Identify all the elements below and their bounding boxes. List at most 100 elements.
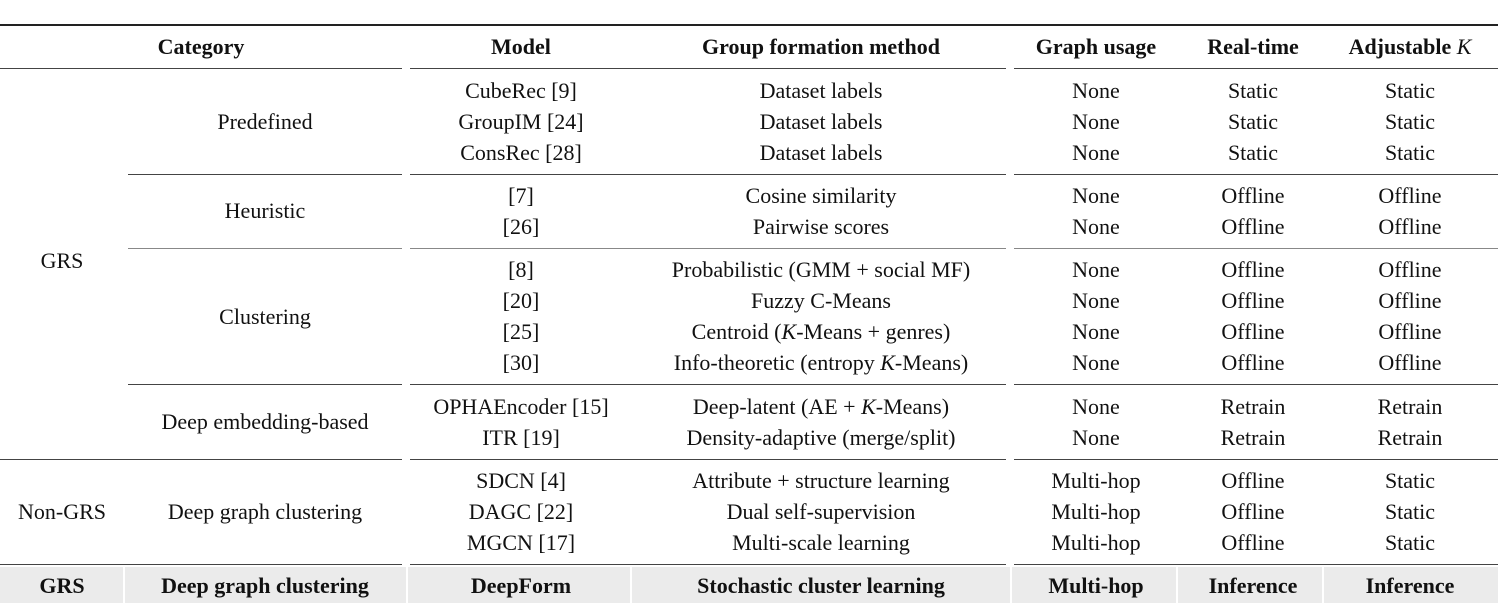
real-time-value: Offline — [1221, 288, 1285, 313]
predefined-realtime: Static Static Static — [1178, 75, 1328, 168]
method-text: Probabilistic (GMM + social MF) — [671, 257, 971, 282]
top-category-grs: GRS — [40, 248, 84, 273]
model-name: [20] — [502, 288, 540, 313]
adjustable-k-value: Retrain — [1377, 425, 1443, 450]
model-name: [26] — [502, 214, 540, 239]
deep-embedding-graph: None None — [1014, 391, 1178, 453]
method-text: Info-theoretic (entropy K-Means) — [632, 347, 1010, 378]
model-name: OPHAEncoder [15] — [433, 394, 609, 419]
method-text: Cosine similarity — [745, 183, 897, 208]
clustering-realtime: Offline Offline Offline Offline — [1178, 254, 1328, 378]
real-time-value: Static — [1227, 78, 1279, 103]
method-text-post: -Means) — [875, 394, 950, 419]
real-time-value: Offline — [1221, 468, 1285, 493]
highlight-method: Stochastic cluster learning — [697, 573, 945, 598]
category-deep-embedding: Deep embedding-based — [161, 409, 369, 434]
method-text: Multi-scale learning — [732, 530, 910, 555]
header-real-time: Real-time — [1207, 34, 1299, 59]
adjustable-k-value: Static — [1384, 530, 1436, 555]
rule-before-nongrs-props — [1014, 459, 1498, 460]
method-text-pre: Centroid ( — [691, 319, 782, 344]
rule-after-clustering — [128, 384, 402, 385]
rule-after-predefined — [128, 174, 402, 175]
highlight-category: Deep graph clustering — [161, 573, 369, 598]
predefined-adjk: Static Static Static — [1328, 75, 1492, 168]
header-adjustable-k-label: Adjustable — [1348, 34, 1457, 59]
header-rule-model — [410, 68, 1006, 69]
model-name: MGCN [17] — [466, 530, 576, 555]
graph-usage-value: None — [1072, 78, 1120, 103]
method-text-post: -Means) — [894, 350, 969, 375]
predefined-methods: Dataset labels Dataset labels Dataset la… — [632, 75, 1010, 168]
method-text: Dataset labels — [759, 109, 883, 134]
method-text: Dataset labels — [759, 78, 883, 103]
graph-usage-value: None — [1072, 394, 1120, 419]
deep-graph-adjk: Static Static Static — [1328, 465, 1492, 558]
top-rule — [0, 24, 1498, 26]
model-name: ConsRec [28] — [460, 140, 582, 165]
header-graph-usage: Graph usage — [1035, 34, 1157, 59]
method-text-var: K — [880, 350, 895, 375]
real-time-value: Offline — [1221, 350, 1285, 375]
real-time-value: Offline — [1221, 214, 1285, 239]
method-text: Pairwise scores — [752, 214, 890, 239]
graph-usage-value: None — [1072, 140, 1120, 165]
highlight-graph: Multi-hop — [1048, 573, 1144, 598]
adjustable-k-value: Retrain — [1377, 394, 1443, 419]
rule-before-nongrs — [0, 459, 402, 460]
rule-before-highlight — [0, 564, 402, 565]
adjustable-k-value: Offline — [1378, 288, 1442, 313]
predefined-graph: None None None — [1014, 75, 1178, 168]
rule-after-heuristic-model — [410, 248, 1006, 249]
heuristic-realtime: Offline Offline — [1178, 180, 1328, 242]
highlight-top-category: GRS — [39, 573, 85, 598]
graph-usage-value: Multi-hop — [1051, 530, 1141, 555]
adjustable-k-value: Offline — [1378, 257, 1442, 282]
category-deep-graph-clustering: Deep graph clustering — [167, 499, 363, 524]
rule-after-predefined-props — [1014, 174, 1498, 175]
clustering-adjk: Offline Offline Offline Offline — [1328, 254, 1492, 378]
adjustable-k-value: Static — [1384, 468, 1436, 493]
graph-usage-value: None — [1072, 350, 1120, 375]
real-time-value: Offline — [1221, 319, 1285, 344]
highlight-bg-top-category — [0, 567, 123, 603]
method-text: Attribute + structure learning — [692, 468, 950, 493]
rule-before-nongrs-model — [410, 459, 1006, 460]
rule-after-predefined-model — [410, 174, 1006, 175]
deep-graph-methods: Attribute + structure learning Dual self… — [632, 465, 1010, 558]
method-text: Dataset labels — [759, 140, 883, 165]
header-adjustable-k-var: K — [1456, 34, 1472, 59]
deep-embedding-models: OPHAEncoder [15] ITR [19] — [410, 391, 632, 453]
real-time-value: Retrain — [1220, 394, 1286, 419]
deep-embedding-adjk: Retrain Retrain — [1328, 391, 1492, 453]
highlight-bg-model — [408, 567, 630, 603]
deep-graph-models: SDCN [4] DAGC [22] MGCN [17] — [410, 465, 632, 558]
model-name: [8] — [508, 257, 534, 282]
model-name: [25] — [502, 319, 540, 344]
real-time-value: Offline — [1221, 257, 1285, 282]
rule-before-highlight-model — [410, 564, 1006, 565]
method-text: Centroid (K-Means + genres) — [632, 316, 1010, 347]
heuristic-methods: Cosine similarity Pairwise scores — [632, 180, 1010, 242]
deep-graph-realtime: Offline Offline Offline — [1178, 465, 1328, 558]
method-text-var: K — [861, 394, 876, 419]
header-rule-category — [0, 68, 402, 69]
rule-after-clustering-model — [410, 384, 1006, 385]
adjustable-k-value: Static — [1384, 109, 1436, 134]
rule-before-highlight-props — [1014, 564, 1498, 565]
real-time-value: Static — [1227, 109, 1279, 134]
graph-usage-value: None — [1072, 288, 1120, 313]
category-clustering: Clustering — [219, 304, 311, 329]
graph-usage-value: None — [1072, 214, 1120, 239]
method-text: Deep-latent (AE + K-Means) — [632, 391, 1010, 422]
graph-usage-value: Multi-hop — [1051, 468, 1141, 493]
method-text-post: -Means + genres) — [796, 319, 951, 344]
category-predefined: Predefined — [217, 109, 313, 134]
method-text: Dual self-supervision — [726, 499, 916, 524]
highlight-adjk: Inference — [1365, 573, 1455, 598]
graph-usage-value: None — [1072, 109, 1120, 134]
graph-usage-value: None — [1072, 425, 1120, 450]
model-name: [7] — [508, 183, 534, 208]
model-name: [30] — [502, 350, 540, 375]
header-adjustable-k: Adjustable K — [1328, 31, 1492, 62]
